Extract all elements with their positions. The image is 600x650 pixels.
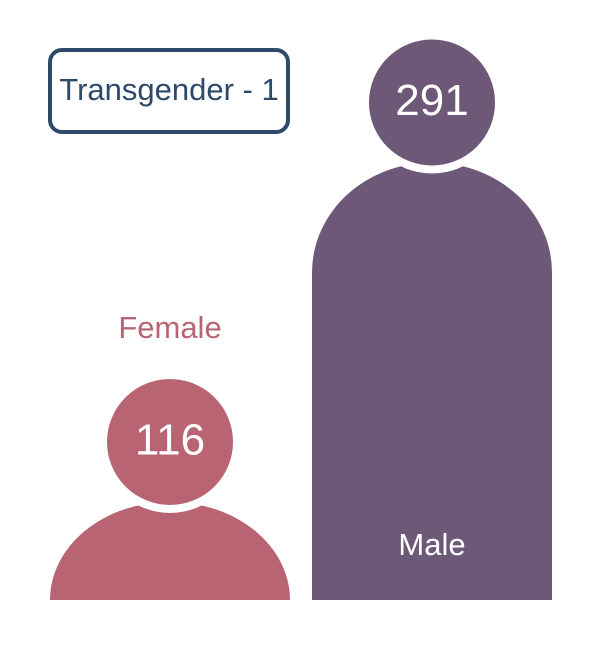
value-label: 116 (135, 416, 205, 465)
figure-body (312, 162, 552, 600)
figure-head (361, 31, 503, 174)
category-label: Male (398, 527, 465, 562)
annotation-box (48, 48, 290, 134)
category-label: Female (118, 310, 221, 345)
value-label: 291 (395, 76, 468, 125)
figure-head (99, 370, 241, 513)
figure-body (50, 501, 290, 600)
annotation: Transgender - 1 (59, 72, 278, 107)
